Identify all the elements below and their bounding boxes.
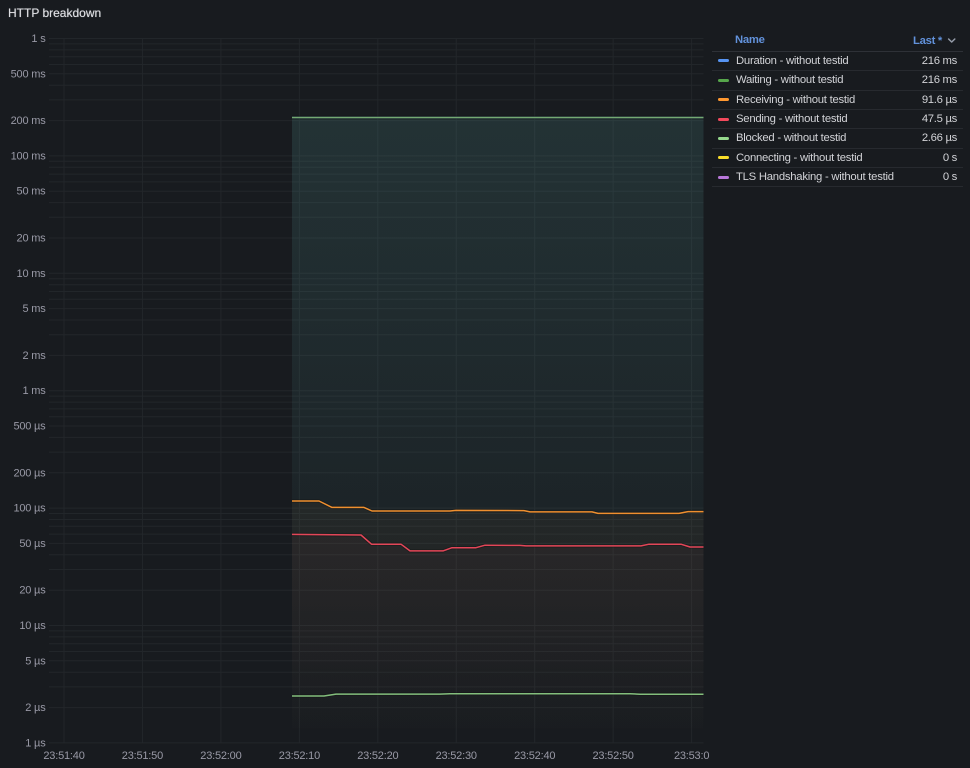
svg-text:23:52:30: 23:52:30 [436,750,477,762]
svg-text:23:53:0: 23:53:0 [674,750,709,762]
svg-text:23:52:10: 23:52:10 [279,750,320,762]
svg-text:23:51:40: 23:51:40 [43,750,84,762]
svg-text:23:52:00: 23:52:00 [200,750,241,762]
svg-text:2 µs: 2 µs [25,702,46,714]
svg-text:5 ms: 5 ms [22,303,46,315]
svg-text:1 µs: 1 µs [25,737,46,749]
svg-text:100 µs: 100 µs [13,503,46,515]
svg-text:50 ms: 50 ms [17,186,47,198]
svg-text:20 µs: 20 µs [19,585,46,597]
svg-text:5 µs: 5 µs [25,655,46,667]
svg-text:100 ms: 100 ms [11,150,47,162]
svg-text:20 ms: 20 ms [17,233,47,245]
svg-text:23:52:20: 23:52:20 [357,750,398,762]
svg-text:50 µs: 50 µs [19,538,46,550]
svg-text:200 ms: 200 ms [11,115,47,127]
svg-text:1 s: 1 s [31,33,46,45]
svg-text:500 µs: 500 µs [13,421,46,433]
svg-text:10 µs: 10 µs [19,620,46,632]
svg-text:2 ms: 2 ms [22,350,46,362]
svg-text:23:52:40: 23:52:40 [514,750,555,762]
svg-text:23:51:50: 23:51:50 [122,750,163,762]
svg-text:23:52:50: 23:52:50 [592,750,633,762]
svg-text:200 µs: 200 µs [13,467,46,479]
svg-text:1 ms: 1 ms [22,385,46,397]
svg-text:10 ms: 10 ms [17,268,47,280]
svg-text:500 ms: 500 ms [11,68,47,80]
